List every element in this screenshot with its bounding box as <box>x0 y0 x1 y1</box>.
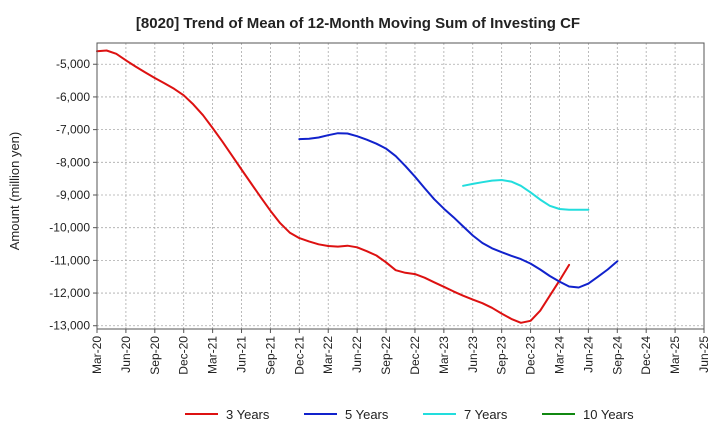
x-tick-label: Dec-22 <box>408 336 422 375</box>
x-tick-label: Mar-22 <box>321 336 335 374</box>
x-tick-label: Sep-23 <box>495 336 509 375</box>
x-tick-label: Mar-24 <box>552 336 566 374</box>
plot-frame <box>96 42 705 330</box>
series-layer <box>96 49 619 324</box>
x-tick-label: Jun-20 <box>119 336 133 373</box>
chart-title: [8020] Trend of Mean of 12-Month Moving … <box>136 15 580 32</box>
x-tick-label: Sep-22 <box>379 336 393 375</box>
y-tick-label: -5,000 <box>56 57 90 71</box>
y-tick-label: -7,000 <box>56 123 90 137</box>
x-tick-label: Dec-20 <box>177 336 191 375</box>
x-tick-label: Jun-21 <box>235 336 249 373</box>
x-tick-label: Dec-23 <box>524 336 538 375</box>
legend-label-3-years: 3 Years <box>226 407 270 422</box>
x-tick-label: Mar-20 <box>90 336 104 374</box>
grid-layer <box>96 43 705 329</box>
y-tick-label: -13,000 <box>49 319 90 333</box>
x-axis-ticks: Mar-20 Jun-20 Sep-20 Dec-20 Mar-21 Jun-21 Sep-… <box>90 329 711 375</box>
y-tick-label: -11,000 <box>50 253 90 267</box>
x-tick-label: Dec-21 <box>292 336 306 375</box>
x-tick-label: Mar-21 <box>206 336 220 374</box>
x-tick-label: Jun-25 <box>697 336 711 373</box>
legend-label-7-years: 7 Years <box>464 407 508 422</box>
legend-label-5-years: 5 Years <box>345 407 389 422</box>
x-tick-label: Jun-23 <box>466 336 480 373</box>
x-tick-label: Mar-23 <box>437 336 451 374</box>
x-tick-label: Jun-24 <box>581 336 595 373</box>
x-tick-label: Mar-25 <box>668 336 682 374</box>
x-tick-label: Sep-21 <box>263 336 277 375</box>
plot-area <box>97 43 704 329</box>
series-line-5-years <box>298 132 619 289</box>
series-line-7-years <box>462 179 590 211</box>
y-axis-ticks: -5,000 -6,000 -7,000 -8,000 -9,000 -10,000 -11… <box>49 57 97 333</box>
x-tick-label: Sep-24 <box>610 336 624 375</box>
x-tick-label: Dec-24 <box>639 336 653 375</box>
x-tick-label: Jun-22 <box>350 336 364 373</box>
y-tick-label: -12,000 <box>49 286 90 300</box>
y-tick-label: -8,000 <box>56 155 90 169</box>
y-tick-label: -6,000 <box>56 90 90 104</box>
x-tick-label: Sep-20 <box>148 336 162 375</box>
y-tick-label: -10,000 <box>49 221 90 235</box>
legend-label-10-years: 10 Years <box>583 407 634 422</box>
y-axis-label: Amount (million yen) <box>7 132 22 251</box>
legend: 3 Years 5 Years 7 Years 10 Years <box>185 407 634 422</box>
series-line-3-years <box>96 49 571 324</box>
y-tick-label: -9,000 <box>56 188 90 202</box>
